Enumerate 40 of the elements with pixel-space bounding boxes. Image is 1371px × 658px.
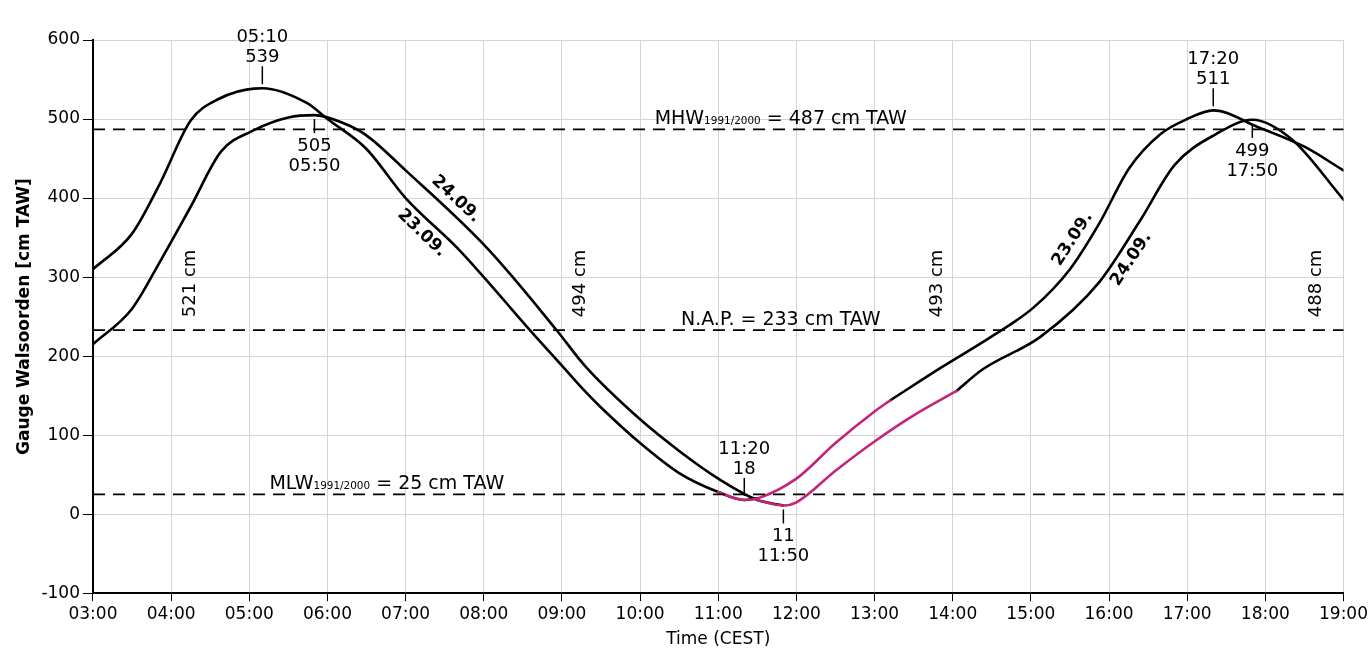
x-tick-label: 17:00 — [1162, 602, 1212, 623]
ref-line-label: MLW1991/2000 = 25 cm TAW — [269, 471, 505, 494]
x-tick-label: 05:00 — [224, 602, 274, 623]
y-tick-label: -100 — [41, 581, 80, 602]
x-tick-label: 13:00 — [850, 602, 900, 623]
y-tick-label: 500 — [47, 107, 80, 128]
x-tick-label: 15:00 — [1006, 602, 1056, 623]
x-axis-title: Time (CEST) — [665, 628, 771, 649]
annotation: 493 cm — [924, 249, 946, 318]
x-tick-label: 14:00 — [928, 602, 978, 623]
x-tick-label: 11:00 — [693, 602, 743, 623]
x-tick-label: 19:00 — [1319, 602, 1368, 623]
annotation: 505 05:50 — [288, 134, 341, 176]
x-tick-label: 08:00 — [459, 602, 509, 623]
x-tick-label: 10:00 — [615, 602, 665, 623]
annotation: 17:20 511 — [1187, 47, 1240, 89]
y-tick-label: 300 — [47, 265, 80, 286]
x-tick-label: 06:00 — [302, 602, 352, 623]
annotation: 499 17:50 — [1226, 138, 1279, 180]
annotation: 05:10 539 — [236, 25, 289, 67]
ref-line-label: N.A.P. = 233 cm TAW — [680, 307, 881, 330]
x-tick-label: 03:00 — [68, 602, 118, 623]
annotation: 521 cm — [178, 249, 200, 318]
annotation: 11 11:50 — [757, 524, 810, 566]
y-tick-label: 100 — [47, 423, 80, 444]
x-tick-label: 09:00 — [537, 602, 587, 623]
y-tick-label: 600 — [47, 28, 80, 49]
x-tick-label: 12:00 — [771, 602, 821, 623]
y-tick-label: 400 — [47, 186, 80, 207]
annotation: 494 cm — [568, 249, 590, 318]
x-tick-label: 16:00 — [1084, 602, 1134, 623]
annotation: 11:20 18 — [718, 436, 771, 478]
y-axis-title: Gauge Walsoorden [cm TAW] — [12, 178, 33, 456]
x-tick-label: 04:00 — [146, 602, 196, 623]
y-tick-label: 200 — [47, 344, 80, 365]
y-tick-label: 0 — [69, 502, 80, 523]
x-tick-label: 18:00 — [1240, 602, 1290, 623]
annotation: 488 cm — [1303, 249, 1325, 318]
x-tick-label: 07:00 — [381, 602, 431, 623]
ref-line-label: MHW1991/2000 = 487 cm TAW — [654, 106, 908, 129]
